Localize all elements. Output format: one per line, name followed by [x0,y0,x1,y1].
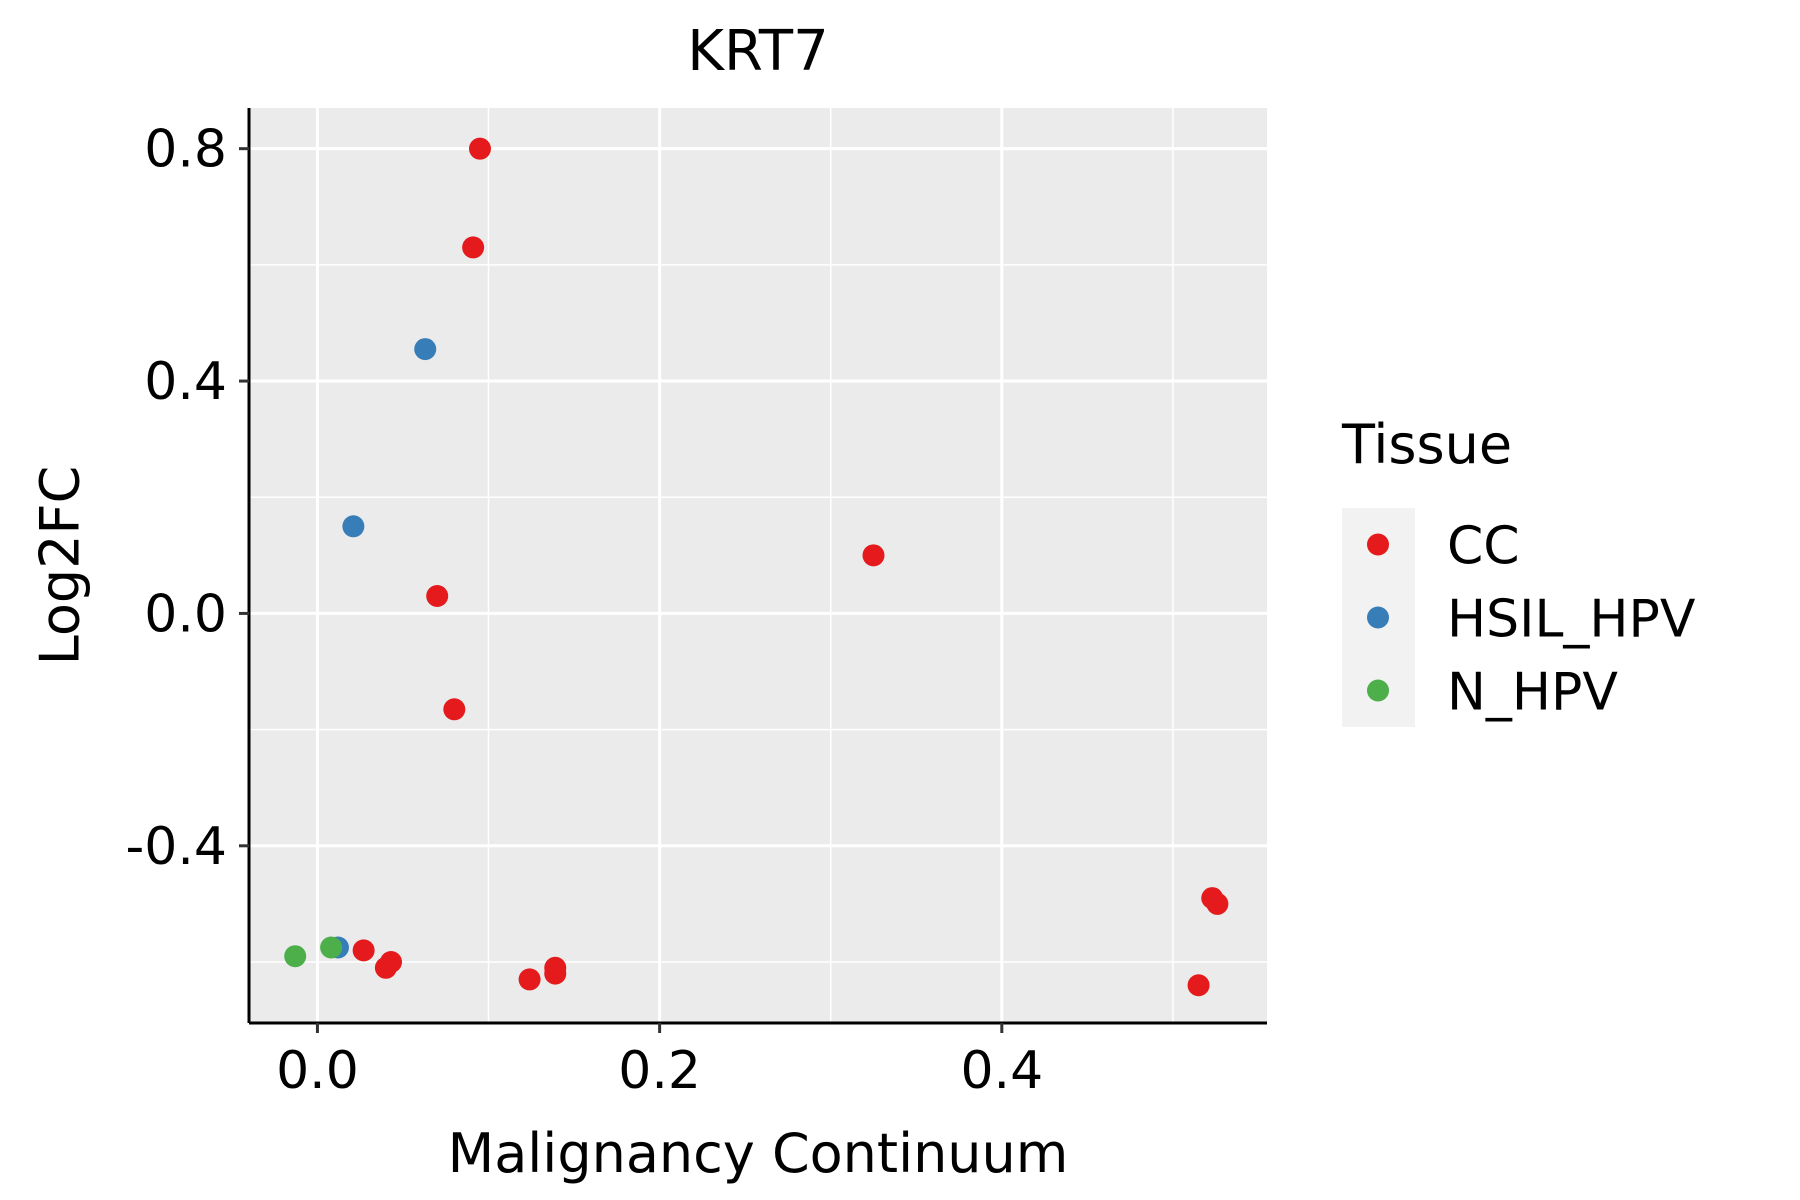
y-axis-title: Log2FC [29,466,92,666]
legend-key-hsil-hpv [1367,606,1389,629]
legend: Tissue CC HSIL_HPV N_HPV [1341,413,1696,727]
data-point-cc [426,585,449,607]
data-point-cc [352,939,375,962]
legend-title: Tissue [1341,413,1512,476]
legend-key-cc [1367,533,1389,556]
legend-label: HSIL_HPV [1447,590,1696,650]
y-tick-label: 0.4 [144,352,227,412]
data-point-cc [468,137,491,160]
y-tick-label: 0.0 [144,584,227,644]
plot-panel [249,108,1267,1023]
data-point-cc [443,698,466,721]
minor-gridlines [249,108,1267,1023]
data-point-cc [462,236,485,259]
x-tick-label: 0.4 [960,1041,1043,1101]
chart-title: KRT7 [687,19,828,84]
data-point-cc [544,962,567,985]
legend-key-n-hpv [1367,679,1389,702]
data-point-hsil-hpv [342,515,365,538]
x-tick-label: 0.0 [276,1041,359,1101]
legend-label: N_HPV [1447,663,1618,723]
data-point-cc [374,956,397,979]
data-point-n-hpv [320,936,343,959]
data-point-cc [518,968,541,991]
legend-entries: CC HSIL_HPV N_HPV [1367,517,1696,723]
y-tick-label: 0.8 [144,120,227,180]
y-tick-label: -0.4 [126,817,227,877]
legend-label: CC [1447,517,1520,577]
x-axis-title: Malignancy Continuum [448,1122,1069,1185]
major-gridlines [249,108,1267,1023]
data-points [284,137,1229,997]
y-axis-ticks: 0.8 0.4 0.0 -0.4 [126,120,249,877]
data-point-n-hpv [284,945,307,968]
data-point-cc [1206,892,1229,915]
data-point-cc [862,544,885,567]
x-axis-ticks: 0.0 0.2 0.4 [276,1023,1043,1101]
data-point-hsil-hpv [414,338,437,361]
x-tick-label: 0.2 [618,1041,701,1101]
data-point-cc [1187,974,1210,997]
